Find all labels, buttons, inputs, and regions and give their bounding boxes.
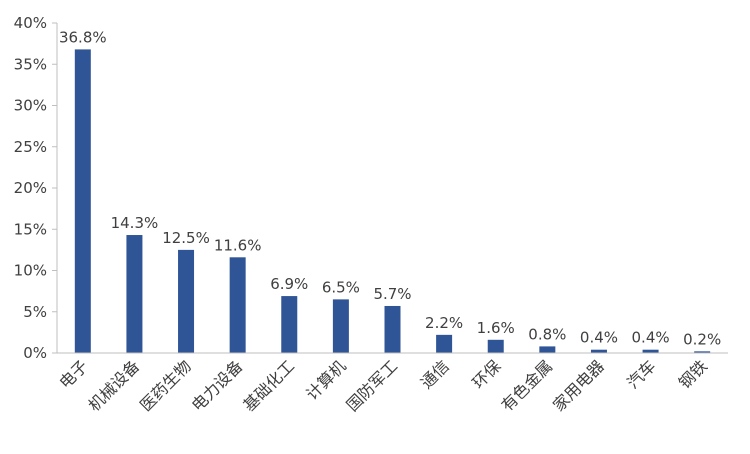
data-label: 11.6% (214, 236, 262, 254)
category-label: 家用电器 (549, 356, 608, 415)
y-axis: 0% 5% 10% 15% 20% 25% 30% 35% 40% (14, 14, 58, 362)
category-label: 电子 (56, 356, 92, 392)
bar (74, 49, 91, 354)
bar (384, 305, 401, 353)
bar (281, 296, 298, 353)
bar (126, 235, 143, 353)
data-label: 6.5% (322, 278, 360, 296)
bars (74, 49, 711, 354)
category-label: 汽车 (623, 356, 659, 392)
category-label: 国防军工 (343, 356, 402, 415)
category-label: 医药生物 (136, 356, 195, 415)
bar (487, 339, 504, 353)
category-label: 基础化工 (239, 356, 298, 415)
data-label: 12.5% (162, 229, 210, 247)
y-tick-label: 15% (14, 220, 47, 238)
bar (332, 299, 349, 353)
data-label: 2.2% (425, 314, 463, 332)
bar (642, 349, 659, 353)
data-labels: 36.8% 14.3%12.5% 11.6% 6.9% 6.5% 5.7% 2.2% 1.6%… (59, 28, 721, 348)
x-axis: 电子机械设备医药生物电力设备基础化工 计算机国防军工 通信 环保有色金属家用电器 汽车钢… (56, 352, 728, 415)
data-label: 14.3% (111, 214, 159, 232)
category-label: 通信 (417, 356, 453, 392)
data-label: 0.4% (632, 329, 670, 347)
data-label: 1.6% (477, 319, 515, 337)
y-tick-label: 20% (14, 179, 47, 197)
bar (539, 346, 556, 353)
category-label: 环保 (468, 356, 504, 392)
data-label: 0.4% (580, 329, 618, 347)
y-tick-label: 0% (23, 344, 47, 362)
bar (590, 349, 607, 353)
category-label: 有色金属 (497, 356, 556, 415)
data-label: 0.2% (683, 330, 721, 348)
data-label: 0.8% (528, 325, 566, 343)
category-label: 机械设备 (85, 356, 144, 415)
category-label: 电力设备 (188, 356, 247, 415)
bar (178, 249, 195, 353)
category-label: 钢铁 (675, 356, 711, 392)
data-label: 36.8% (59, 28, 107, 46)
category-label: 计算机 (302, 356, 349, 403)
bar (694, 351, 711, 353)
y-tick-label: 30% (14, 97, 47, 115)
y-tick-label: 10% (14, 262, 47, 280)
data-label: 5.7% (373, 285, 411, 303)
y-tick-label: 35% (14, 55, 47, 73)
data-label: 6.9% (270, 275, 308, 293)
y-tick-label: 40% (14, 14, 47, 32)
y-tick-label: 5% (23, 303, 47, 321)
bar (436, 334, 453, 353)
y-tick-label: 25% (14, 138, 47, 156)
bar (229, 257, 246, 353)
